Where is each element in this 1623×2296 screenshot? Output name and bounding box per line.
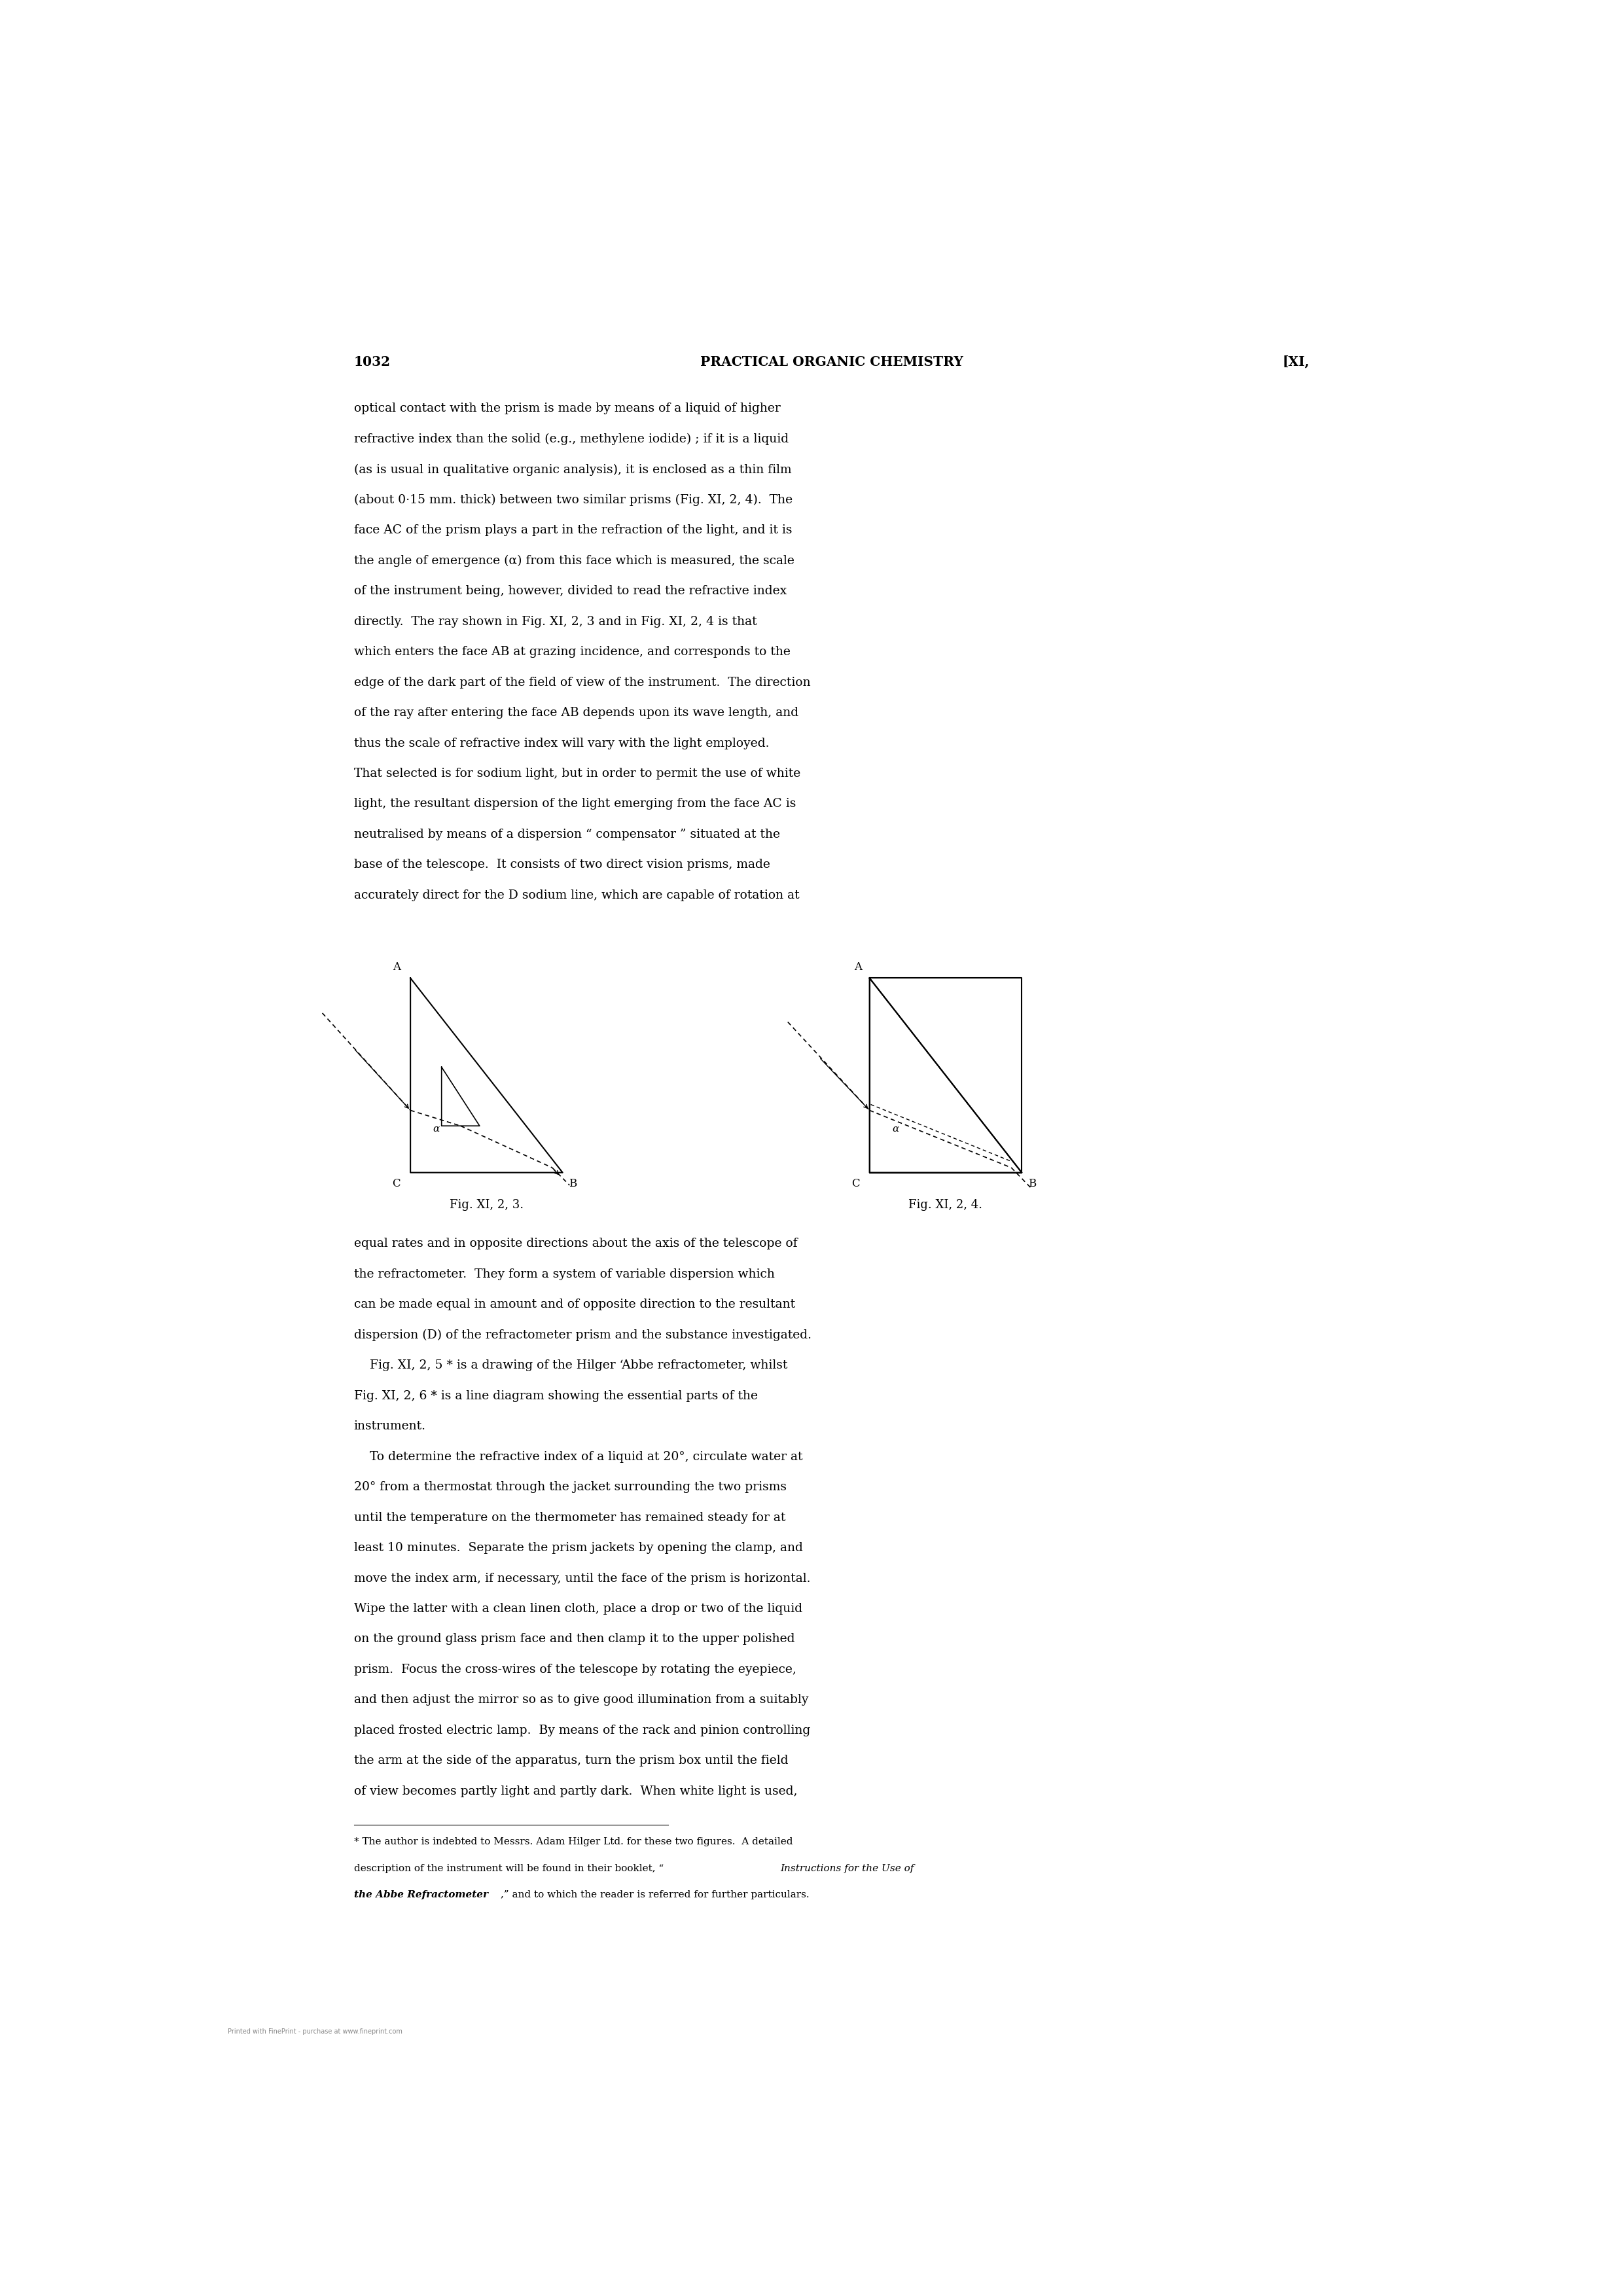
- Text: and then adjust the mirror so as to give good illumination from a suitably: and then adjust the mirror so as to give…: [354, 1694, 808, 1706]
- Text: A: A: [393, 962, 401, 974]
- Text: light, the resultant dispersion of the light emerging from the face AC is: light, the resultant dispersion of the l…: [354, 799, 795, 810]
- Text: Instructions for the Use of: Instructions for the Use of: [781, 1864, 914, 1874]
- Text: (as is usual in qualitative organic analysis), it is enclosed as a thin film: (as is usual in qualitative organic anal…: [354, 464, 792, 475]
- Text: on the ground glass prism face and then clamp it to the upper polished: on the ground glass prism face and then …: [354, 1632, 795, 1644]
- Text: thus the scale of refractive index will vary with the light employed.: thus the scale of refractive index will …: [354, 737, 769, 748]
- Text: Fig. XI, 2, 4.: Fig. XI, 2, 4.: [909, 1199, 982, 1210]
- Text: instrument.: instrument.: [354, 1421, 425, 1433]
- Text: least 10 minutes.  Separate the prism jackets by opening the clamp, and: least 10 minutes. Separate the prism jac…: [354, 1543, 803, 1554]
- Text: the arm at the side of the apparatus, turn the prism box until the field: the arm at the side of the apparatus, tu…: [354, 1754, 789, 1766]
- Text: the angle of emergence (α) from this face which is measured, the scale: the angle of emergence (α) from this fac…: [354, 556, 794, 567]
- Text: equal rates and in opposite directions about the axis of the telescope of: equal rates and in opposite directions a…: [354, 1238, 797, 1249]
- Text: of view becomes partly light and partly dark.  When white light is used,: of view becomes partly light and partly …: [354, 1786, 797, 1798]
- Text: until the temperature on the thermometer has remained steady for at: until the temperature on the thermometer…: [354, 1511, 786, 1525]
- Text: That selected is for sodium light, but in order to permit the use of white: That selected is for sodium light, but i…: [354, 767, 800, 778]
- Text: 20° from a thermostat through the jacket surrounding the two prisms: 20° from a thermostat through the jacket…: [354, 1481, 787, 1492]
- Text: Fig. XI, 2, 5 * is a drawing of the Hilger ‘Abbe refractometer, whilst: Fig. XI, 2, 5 * is a drawing of the Hilg…: [354, 1359, 787, 1371]
- Text: refractive index than the solid (e.g., methylene iodide) ; if it is a liquid: refractive index than the solid (e.g., m…: [354, 434, 789, 445]
- Text: of the ray after entering the face AB depends upon its wave length, and: of the ray after entering the face AB de…: [354, 707, 799, 719]
- Text: neutralised by means of a dispersion “ compensator ” situated at the: neutralised by means of a dispersion “ c…: [354, 829, 779, 840]
- Text: edge of the dark part of the field of view of the instrument.  The direction: edge of the dark part of the field of vi…: [354, 677, 810, 689]
- Text: B: B: [570, 1178, 576, 1189]
- Text: α: α: [893, 1125, 899, 1134]
- Text: A: A: [854, 962, 862, 974]
- Text: C: C: [393, 1178, 401, 1189]
- Text: B: B: [1027, 1178, 1035, 1189]
- Text: move the index arm, if necessary, until the face of the prism is horizontal.: move the index arm, if necessary, until …: [354, 1573, 810, 1584]
- Text: face AC of the prism plays a part in the refraction of the light, and it is: face AC of the prism plays a part in the…: [354, 523, 792, 537]
- Text: ,” and to which the reader is referred for further particulars.: ,” and to which the reader is referred f…: [500, 1890, 810, 1899]
- Text: which enters the face AB at grazing incidence, and corresponds to the: which enters the face AB at grazing inci…: [354, 645, 790, 659]
- Text: base of the telescope.  It consists of two direct vision prisms, made: base of the telescope. It consists of tw…: [354, 859, 769, 870]
- Text: the refractometer.  They form a system of variable dispersion which: the refractometer. They form a system of…: [354, 1267, 774, 1281]
- Text: accurately direct for the D sodium line, which are capable of rotation at: accurately direct for the D sodium line,…: [354, 889, 799, 900]
- Text: Printed with FinePrint - purchase at www.fineprint.com: Printed with FinePrint - purchase at www…: [227, 2027, 403, 2034]
- Text: PRACTICAL ORGANIC CHEMISTRY: PRACTICAL ORGANIC CHEMISTRY: [700, 356, 964, 367]
- Text: Fig. XI, 2, 6 * is a line diagram showing the essential parts of the: Fig. XI, 2, 6 * is a line diagram showin…: [354, 1389, 758, 1403]
- Text: prism.  Focus the cross-wires of the telescope by rotating the eyepiece,: prism. Focus the cross-wires of the tele…: [354, 1665, 797, 1676]
- Text: the Abbe Refractometer: the Abbe Refractometer: [354, 1890, 489, 1899]
- Text: 1032: 1032: [354, 356, 391, 367]
- Text: placed frosted electric lamp.  By means of the rack and pinion controlling: placed frosted electric lamp. By means o…: [354, 1724, 810, 1736]
- Text: Wipe the latter with a clean linen cloth, place a drop or two of the liquid: Wipe the latter with a clean linen cloth…: [354, 1603, 802, 1614]
- Text: dispersion (D) of the refractometer prism and the substance investigated.: dispersion (D) of the refractometer pris…: [354, 1329, 812, 1341]
- Text: description of the instrument will be found in their booklet, “: description of the instrument will be fo…: [354, 1864, 667, 1874]
- Text: To determine the refractive index of a liquid at 20°, circulate water at: To determine the refractive index of a l…: [354, 1451, 802, 1463]
- Text: α: α: [433, 1125, 440, 1134]
- Text: C: C: [850, 1178, 860, 1189]
- Text: optical contact with the prism is made by means of a liquid of higher: optical contact with the prism is made b…: [354, 402, 781, 416]
- Text: Fig. XI, 2, 3.: Fig. XI, 2, 3.: [450, 1199, 524, 1210]
- Text: (about 0·15 mm. thick) between two similar prisms (Fig. XI, 2, 4).  The: (about 0·15 mm. thick) between two simil…: [354, 494, 792, 505]
- Text: [XI,: [XI,: [1282, 356, 1310, 367]
- Text: of the instrument being, however, divided to read the refractive index: of the instrument being, however, divide…: [354, 585, 787, 597]
- Text: can be made equal in amount and of opposite direction to the resultant: can be made equal in amount and of oppos…: [354, 1300, 795, 1311]
- Text: * The author is indebted to Messrs. Adam Hilger Ltd. for these two figures.  A d: * The author is indebted to Messrs. Adam…: [354, 1837, 792, 1846]
- Text: directly.  The ray shown in Fig. XI, 2, 3 and in Fig. XI, 2, 4 is that: directly. The ray shown in Fig. XI, 2, 3…: [354, 615, 756, 627]
